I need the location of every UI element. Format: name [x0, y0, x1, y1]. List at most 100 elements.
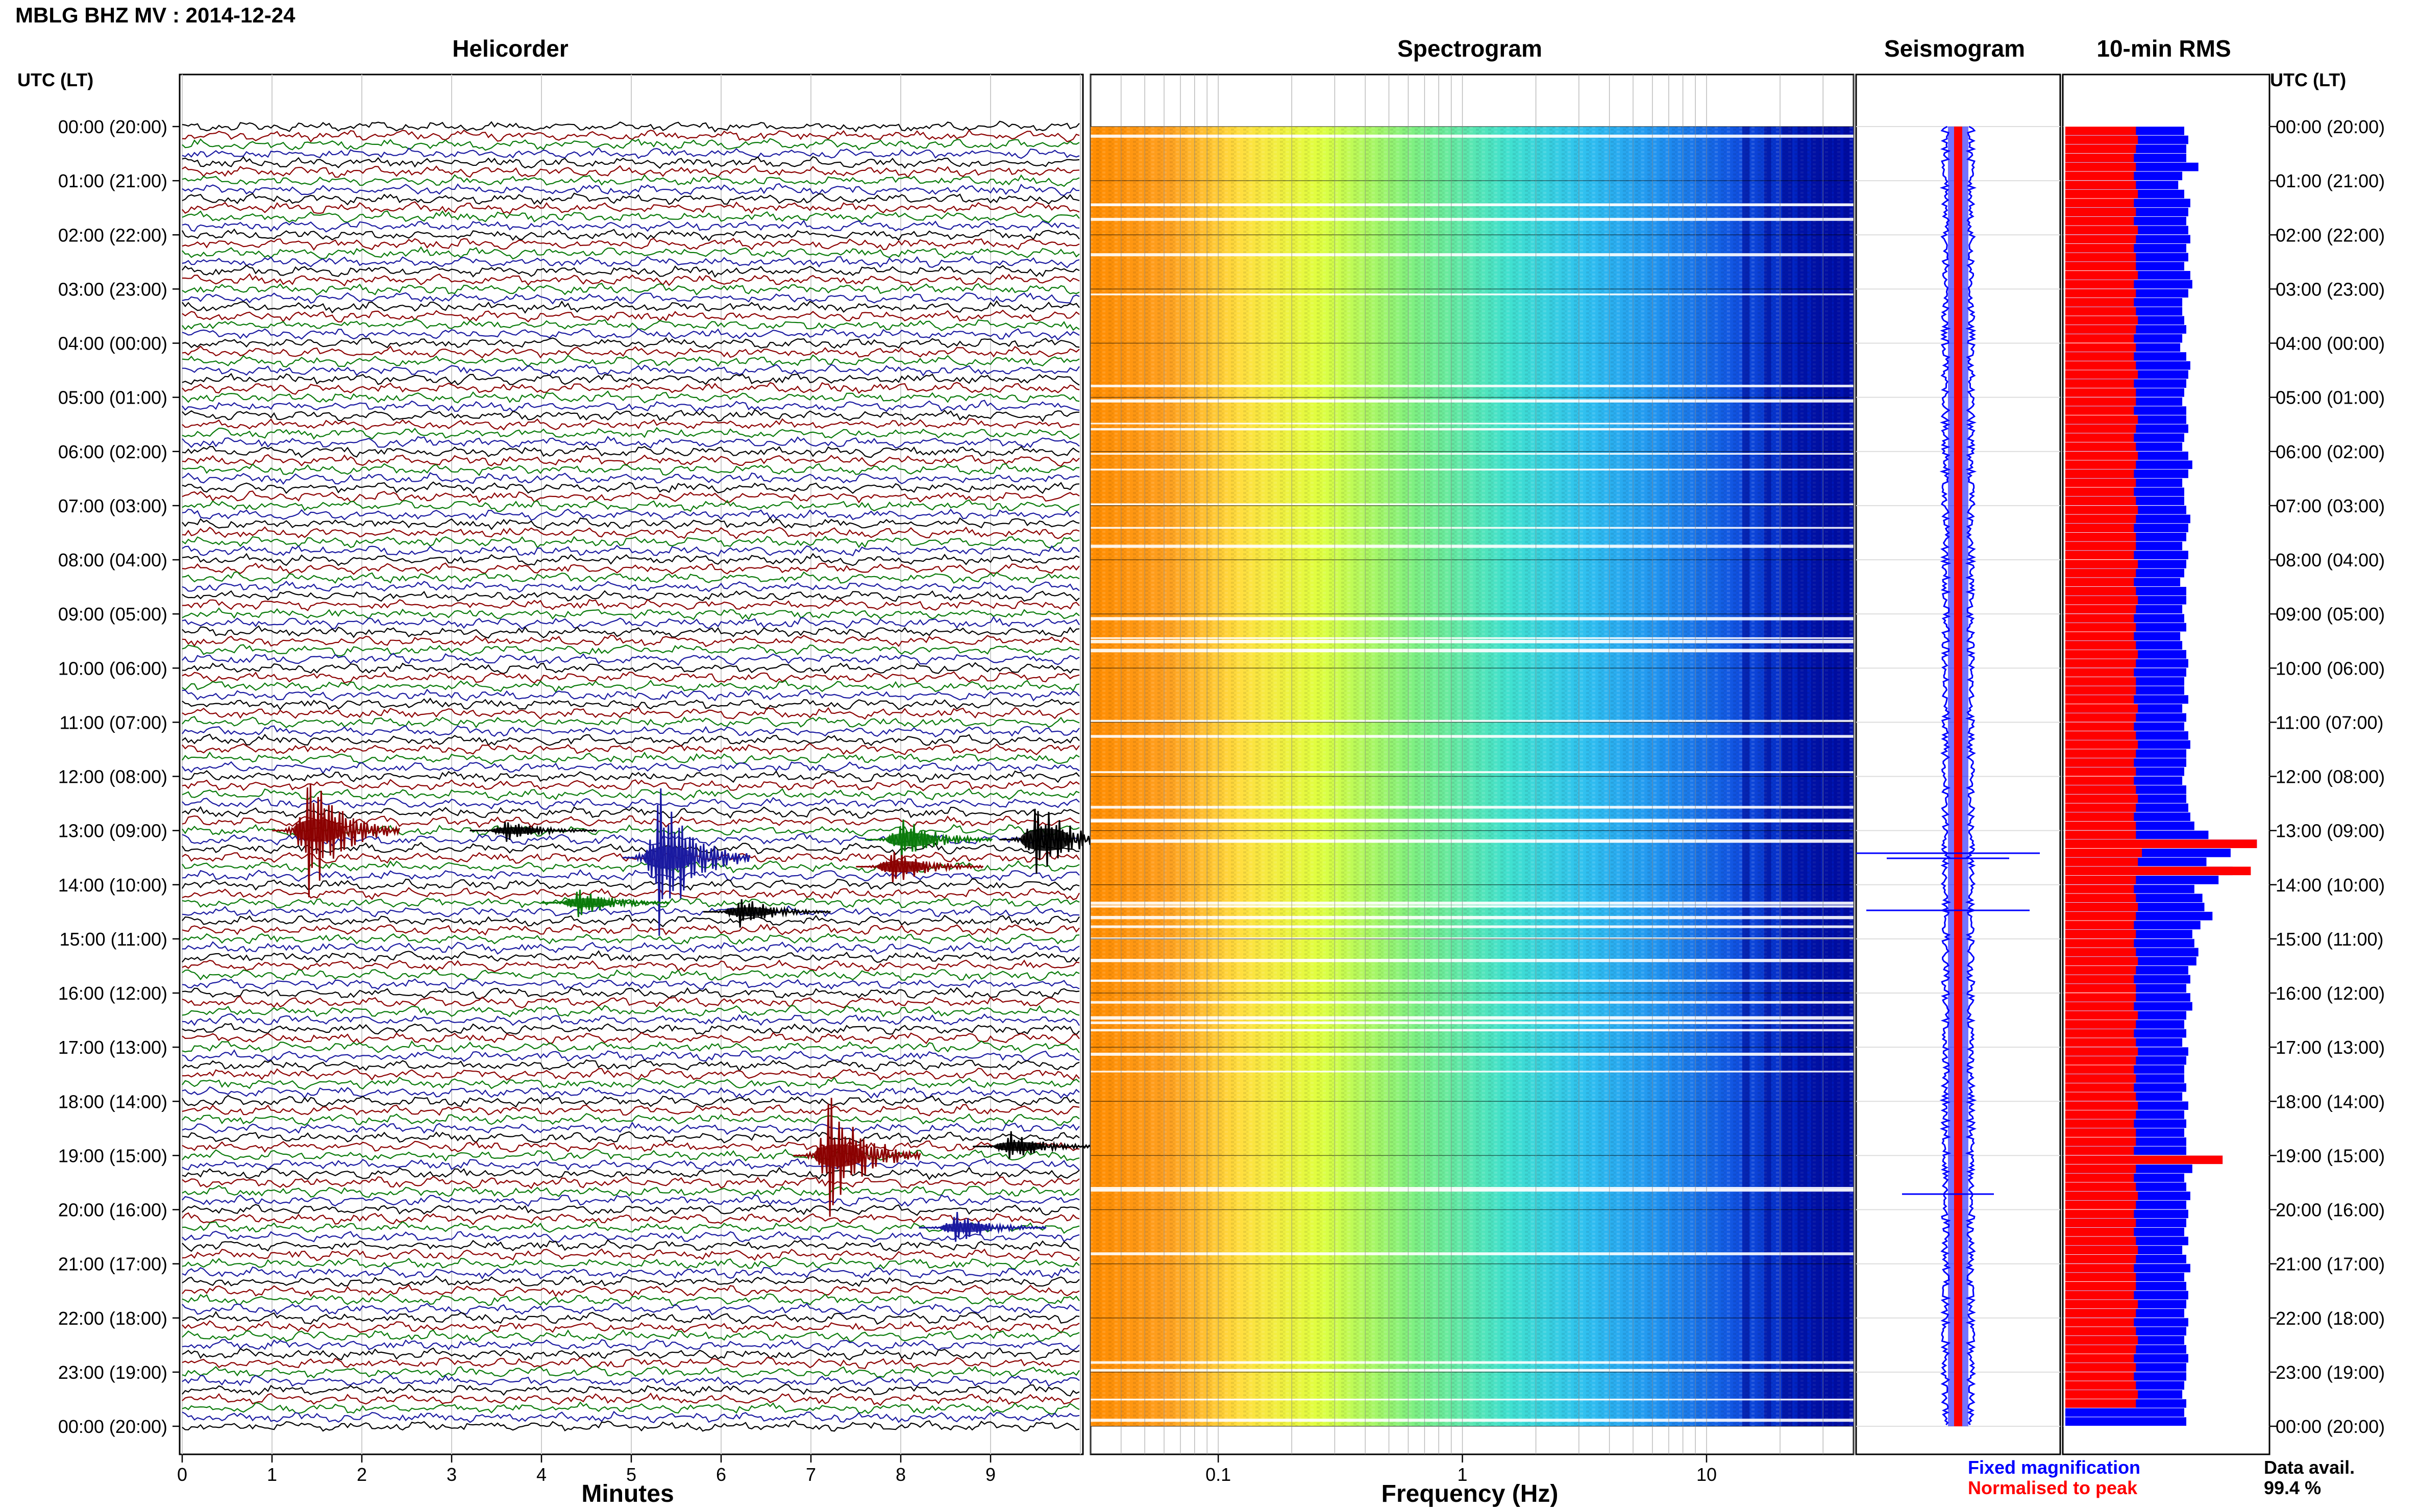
helicorder-trace [182, 255, 1080, 268]
helicorder-trace [182, 1293, 1080, 1306]
rms-normalised-bar [2065, 1074, 2136, 1083]
rms-normalised-bar [2065, 957, 2138, 965]
rms-normalised-bar [2065, 343, 2136, 352]
helicorder-trace [182, 544, 1080, 557]
time-tick-label-left: 04:00 (00:00) [58, 333, 167, 354]
rms-normalised-bar [2065, 984, 2136, 993]
rms-normalised-bar [2065, 352, 2134, 361]
spectrogram-gap [1091, 1071, 1854, 1073]
helicorder-trace [182, 1140, 1080, 1153]
rms-normalised-bar [2065, 460, 2136, 469]
rms-normalised-bar [2065, 370, 2138, 379]
helicorder-trace [182, 950, 1080, 963]
rms-normalised-bar [2065, 1390, 2138, 1399]
time-tick-label-left: 00:00 (20:00) [58, 1416, 167, 1437]
time-tick-label-left: 13:00 (09:00) [58, 821, 167, 841]
time-tick-label-right: 12:00 (08:00) [2276, 766, 2385, 787]
rms-normalised-bar [2065, 1354, 2134, 1363]
helicorder-trace [182, 978, 1080, 990]
helicorder-trace [182, 1310, 1080, 1325]
rms-normalised-bar [2065, 578, 2134, 587]
rms-normalised-bar [2065, 560, 2138, 568]
rms-normalised-bar [2065, 948, 2136, 957]
time-tick-label-left: 09:00 (05:00) [58, 604, 167, 625]
rms-normalised-bar [2065, 821, 2136, 830]
helicorder-trace [182, 147, 1080, 159]
rms-normalised-bar [2065, 1029, 2134, 1038]
helicorder-trace [182, 1104, 1080, 1117]
helicorder-trace [182, 644, 1080, 657]
rms-normalised-bar [2065, 280, 2134, 289]
helicorder-trace [182, 761, 1080, 775]
helicorder-trace [182, 201, 1080, 214]
time-tick-label-right: 06:00 (02:00) [2276, 441, 2385, 462]
spectrogram-panel [1090, 73, 1855, 1455]
spectrogram-gap [1091, 428, 1854, 431]
helicorder-event-core [643, 846, 694, 869]
helicorder-trace [182, 1239, 1080, 1252]
helicorder-trace [182, 165, 1080, 179]
helicorder-trace [182, 860, 1080, 874]
time-tick-label-left: 01:00 (21:00) [58, 170, 167, 191]
helicorder-panel [179, 73, 1128, 1455]
helicorder-trace [182, 1320, 1080, 1334]
legend-fixed: Fixed magnification [1968, 1457, 2141, 1478]
helicorder-title: Helicorder [452, 35, 569, 62]
rms-normalised-bar [2065, 668, 2134, 677]
spectrogram-gap [1091, 1369, 1854, 1372]
helicorder-trace [182, 418, 1080, 431]
time-tick-label-right: 08:00 (04:00) [2276, 550, 2385, 571]
spectrogram-gap [1091, 905, 1854, 908]
time-tick-label-right: 22:00 (18:00) [2276, 1308, 2385, 1329]
minute-tick-label: 0 [177, 1464, 187, 1485]
rms-normalised-bar [2065, 911, 2136, 921]
helicorder-trace [182, 580, 1080, 593]
seismogram-panel [1855, 73, 2061, 1455]
rms-normalised-bar [2065, 243, 2134, 253]
time-tick-label-left: 07:00 (03:00) [58, 495, 167, 516]
rms-normalised-bar [2065, 921, 2134, 930]
time-tick-label-right: 04:00 (00:00) [2276, 333, 2385, 354]
rms-normalised-bar [2065, 442, 2136, 451]
rms-normalised-bar [2065, 1381, 2136, 1390]
spectrogram-gap [1091, 639, 1854, 643]
time-tick-label-left: 21:00 (17:00) [58, 1254, 167, 1275]
helicorder-trace [182, 400, 1080, 413]
helicorder-trace [182, 382, 1080, 395]
helicorder-trace [182, 282, 1080, 296]
spectrogram-gap [1091, 134, 1854, 138]
helicorder-event-core [885, 833, 936, 847]
rms-normalised-bar [2065, 1002, 2134, 1011]
rms-normalised-bar [2065, 551, 2134, 560]
spectrogram-gap [1091, 925, 1854, 928]
helicorder-trace [182, 996, 1080, 1008]
helicorder-trace [182, 590, 1080, 602]
rms-normalised-bar [2065, 487, 2134, 497]
helicorder-trace [182, 987, 1080, 1000]
time-tick-label-left: 10:00 (06:00) [58, 658, 167, 679]
rms-fixed-bar [2065, 1408, 2184, 1417]
helicorder-trace [182, 1339, 1080, 1351]
rms-normalised-bar [2065, 587, 2136, 596]
rms-fixed-bar [2065, 1417, 2186, 1426]
rms-normalised-bar [2065, 722, 2134, 731]
helicorder-trace [182, 129, 1080, 143]
helicorder-trace [182, 1347, 1080, 1361]
rms-normalised-bar [2065, 1219, 2136, 1227]
helicorder-trace [182, 508, 1080, 521]
helicorder-trace [182, 1131, 1080, 1144]
helicorder-event-core [813, 1144, 865, 1167]
rms-normalised-bar [2065, 135, 2138, 144]
helicorder-event-core [724, 907, 775, 916]
rms-normalised-bar [2065, 930, 2136, 938]
helicorder-event-core [1020, 828, 1071, 851]
helicorder-trace [182, 914, 1080, 928]
rms-normalised-bar [2065, 965, 2136, 975]
rms-normalised-bar [2065, 1092, 2136, 1101]
rms-normalised-bar [2065, 171, 2134, 181]
helicorder-trace [182, 345, 1080, 359]
rms-normalised-bar [2065, 623, 2136, 632]
spectrogram-gap [1091, 1029, 1854, 1032]
helicorder-event-core [993, 1142, 1045, 1151]
rms-normalised-bar [2065, 605, 2136, 614]
